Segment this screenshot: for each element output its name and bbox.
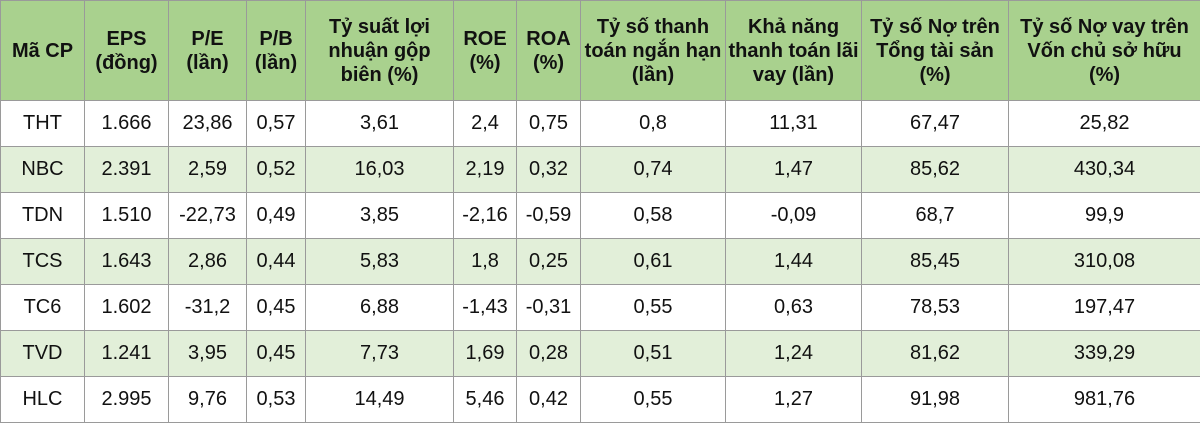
cell-ticker: NBC <box>1 147 85 193</box>
cell-roe: 1,8 <box>454 239 517 285</box>
cell-eps: 1.666 <box>85 101 169 147</box>
cell-roe: -2,16 <box>454 193 517 239</box>
cell-ticker: TC6 <box>1 285 85 331</box>
column-header-gross-margin: Tỷ suất lợi nhuận gộp biên (%) <box>306 1 454 101</box>
cell-eps: 2.391 <box>85 147 169 193</box>
cell-eps: 1.643 <box>85 239 169 285</box>
cell-gross-margin: 14,49 <box>306 377 454 423</box>
cell-debt-to-assets: 85,45 <box>862 239 1009 285</box>
cell-pe: 3,95 <box>169 331 247 377</box>
cell-debt-to-equity: 197,47 <box>1009 285 1200 331</box>
cell-gross-margin: 5,83 <box>306 239 454 285</box>
cell-roa: 0,42 <box>517 377 581 423</box>
cell-roa: 0,25 <box>517 239 581 285</box>
cell-debt-to-equity: 99,9 <box>1009 193 1200 239</box>
cell-interest-coverage: 11,31 <box>726 101 862 147</box>
cell-gross-margin: 7,73 <box>306 331 454 377</box>
cell-debt-to-assets: 81,62 <box>862 331 1009 377</box>
column-header-roe: ROE (%) <box>454 1 517 101</box>
column-header-pe: P/E (lần) <box>169 1 247 101</box>
cell-current-ratio: 0,74 <box>581 147 726 193</box>
cell-eps: 1.510 <box>85 193 169 239</box>
cell-interest-coverage: 1,47 <box>726 147 862 193</box>
column-header-eps: EPS (đồng) <box>85 1 169 101</box>
column-header-ma-cp: Mã CP <box>1 1 85 101</box>
cell-ticker: TDN <box>1 193 85 239</box>
cell-interest-coverage: 1,24 <box>726 331 862 377</box>
cell-pb: 0,44 <box>247 239 306 285</box>
cell-pb: 0,53 <box>247 377 306 423</box>
cell-current-ratio: 0,8 <box>581 101 726 147</box>
cell-ticker: TCS <box>1 239 85 285</box>
cell-current-ratio: 0,61 <box>581 239 726 285</box>
cell-debt-to-equity: 981,76 <box>1009 377 1200 423</box>
cell-current-ratio: 0,51 <box>581 331 726 377</box>
cell-gross-margin: 3,85 <box>306 193 454 239</box>
cell-roe: 5,46 <box>454 377 517 423</box>
cell-roa: 0,75 <box>517 101 581 147</box>
cell-pe: 9,76 <box>169 377 247 423</box>
cell-interest-coverage: 1,27 <box>726 377 862 423</box>
cell-pb: 0,45 <box>247 331 306 377</box>
cell-debt-to-assets: 91,98 <box>862 377 1009 423</box>
cell-pb: 0,49 <box>247 193 306 239</box>
cell-pe: -31,2 <box>169 285 247 331</box>
cell-debt-to-equity: 25,82 <box>1009 101 1200 147</box>
cell-current-ratio: 0,55 <box>581 285 726 331</box>
cell-pe: 2,59 <box>169 147 247 193</box>
table-row: HLC 2.995 9,76 0,53 14,49 5,46 0,42 0,55… <box>1 377 1200 423</box>
cell-roa: 0,28 <box>517 331 581 377</box>
table-row: TCS 1.643 2,86 0,44 5,83 1,8 0,25 0,61 1… <box>1 239 1200 285</box>
table-row: TDN 1.510 -22,73 0,49 3,85 -2,16 -0,59 0… <box>1 193 1200 239</box>
cell-debt-to-equity: 339,29 <box>1009 331 1200 377</box>
cell-roa: -0,31 <box>517 285 581 331</box>
column-header-pb: P/B (lần) <box>247 1 306 101</box>
cell-debt-to-assets: 67,47 <box>862 101 1009 147</box>
column-header-debt-to-assets: Tỷ số Nợ trên Tổng tài sản (%) <box>862 1 1009 101</box>
column-header-roa: ROA (%) <box>517 1 581 101</box>
cell-interest-coverage: 1,44 <box>726 239 862 285</box>
cell-gross-margin: 16,03 <box>306 147 454 193</box>
cell-ticker: TVD <box>1 331 85 377</box>
cell-roa: -0,59 <box>517 193 581 239</box>
cell-current-ratio: 0,58 <box>581 193 726 239</box>
cell-debt-to-assets: 68,7 <box>862 193 1009 239</box>
cell-pb: 0,45 <box>247 285 306 331</box>
table-row: NBC 2.391 2,59 0,52 16,03 2,19 0,32 0,74… <box>1 147 1200 193</box>
cell-pe: -22,73 <box>169 193 247 239</box>
cell-roe: 2,4 <box>454 101 517 147</box>
cell-eps: 1.602 <box>85 285 169 331</box>
cell-eps: 1.241 <box>85 331 169 377</box>
cell-gross-margin: 3,61 <box>306 101 454 147</box>
cell-pb: 0,52 <box>247 147 306 193</box>
cell-ticker: HLC <box>1 377 85 423</box>
column-header-interest-coverage: Khả năng thanh toán lãi vay (lần) <box>726 1 862 101</box>
header-row: Mã CP EPS (đồng) P/E (lần) P/B (lần) Tỷ … <box>1 1 1200 101</box>
cell-debt-to-equity: 430,34 <box>1009 147 1200 193</box>
cell-roe: 1,69 <box>454 331 517 377</box>
cell-gross-margin: 6,88 <box>306 285 454 331</box>
column-header-debt-to-equity: Tỷ số Nợ vay trên Vốn chủ sở hữu (%) <box>1009 1 1200 101</box>
table-row: THT 1.666 23,86 0,57 3,61 2,4 0,75 0,8 1… <box>1 101 1200 147</box>
cell-interest-coverage: 0,63 <box>726 285 862 331</box>
cell-current-ratio: 0,55 <box>581 377 726 423</box>
cell-pe: 2,86 <box>169 239 247 285</box>
cell-pe: 23,86 <box>169 101 247 147</box>
cell-debt-to-equity: 310,08 <box>1009 239 1200 285</box>
cell-roa: 0,32 <box>517 147 581 193</box>
cell-debt-to-assets: 85,62 <box>862 147 1009 193</box>
cell-ticker: THT <box>1 101 85 147</box>
cell-debt-to-assets: 78,53 <box>862 285 1009 331</box>
cell-roe: 2,19 <box>454 147 517 193</box>
cell-roe: -1,43 <box>454 285 517 331</box>
table-row: TVD 1.241 3,95 0,45 7,73 1,69 0,28 0,51 … <box>1 331 1200 377</box>
column-header-current-ratio: Tỷ số thanh toán ngắn hạn (lần) <box>581 1 726 101</box>
cell-eps: 2.995 <box>85 377 169 423</box>
cell-interest-coverage: -0,09 <box>726 193 862 239</box>
cell-pb: 0,57 <box>247 101 306 147</box>
table-row: TC6 1.602 -31,2 0,45 6,88 -1,43 -0,31 0,… <box>1 285 1200 331</box>
